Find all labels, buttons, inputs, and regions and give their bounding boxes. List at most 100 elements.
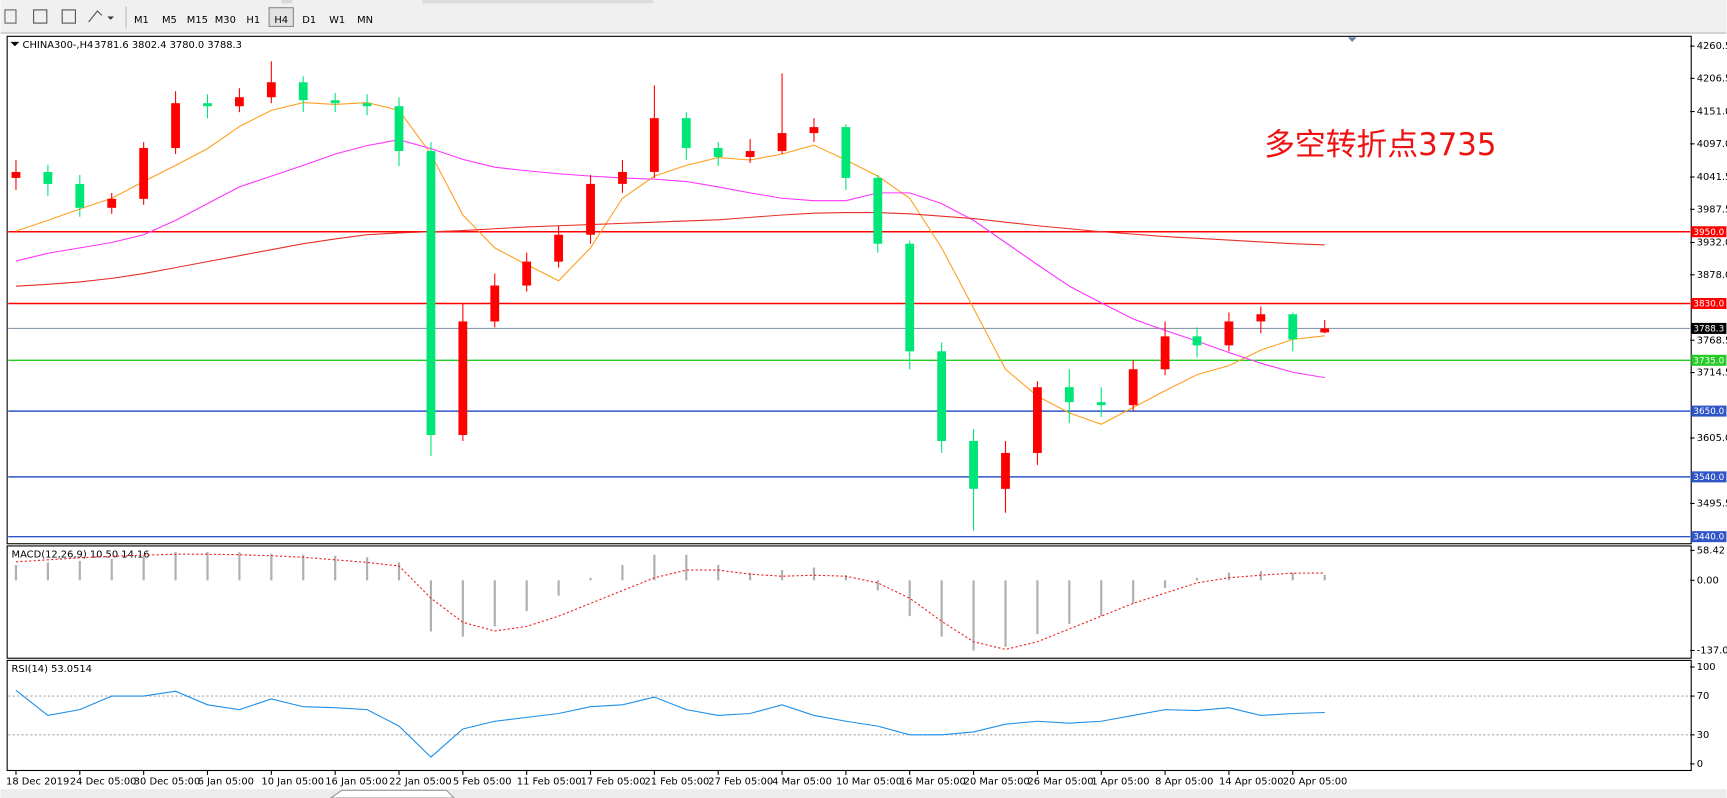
candle-body — [1256, 314, 1266, 322]
x-tick-label: 21 Feb 05:00 — [644, 776, 709, 787]
candle-body — [235, 97, 244, 107]
timeframe-button[interactable]: H1 — [246, 15, 260, 26]
x-tick-label: 30 Dec 05:00 — [134, 776, 201, 787]
level-label: 3830.0 — [1693, 300, 1724, 310]
shift-marker[interactable] — [1347, 37, 1357, 42]
timeframe-button[interactable]: M5 — [162, 15, 177, 26]
candle-body — [426, 151, 436, 436]
x-tick-label: 8 Apr 05:00 — [1155, 776, 1213, 787]
y-tick-label: 70 — [1697, 691, 1710, 702]
candle-body — [873, 177, 883, 244]
rsi-panel-frame — [6, 659, 1692, 772]
x-tick-label: 26 Mar 05:00 — [1028, 776, 1094, 787]
candle-body — [203, 103, 212, 107]
timeframe-button[interactable]: M1 — [134, 15, 149, 26]
dropdown-arrow[interactable] — [107, 16, 114, 20]
candle-body — [905, 243, 915, 352]
candle-body — [1320, 328, 1330, 333]
candle-body — [362, 103, 372, 107]
level-label-box — [1691, 297, 1727, 309]
macd-title: MACD(12,26,9) 10.50 14.16 — [12, 550, 150, 561]
timeframe-active — [268, 7, 294, 27]
label-tool-icon[interactable] — [61, 9, 76, 24]
y-tick-label: 4151.0 — [1697, 107, 1727, 118]
chart-tab[interactable] — [329, 789, 455, 798]
x-tick-label: 24 Dec 05:00 — [70, 776, 137, 787]
plot-layer: 4260.5 4206.5 4151.0 4097.0 4041.5 3987.5 3932… — [6, 41, 1727, 787]
level-label-box — [1691, 354, 1727, 366]
candle-body — [618, 171, 627, 184]
x-tick-label: 17 Feb 05:00 — [581, 776, 646, 787]
candle-body — [75, 183, 85, 208]
candle-body — [266, 82, 276, 98]
x-tick-label: 5 Feb 05:00 — [453, 776, 512, 787]
candle-body — [171, 103, 180, 149]
price-label: 3788.3 — [1693, 324, 1724, 334]
y-tick-label: 4260.5 — [1697, 41, 1727, 52]
text-tool-icon[interactable] — [33, 9, 48, 24]
level-label: 3735.0 — [1693, 356, 1724, 366]
y-tick-label: -137.09 — [1697, 646, 1727, 657]
candle-body — [11, 171, 21, 178]
x-tick-label: 6 Jan 05:00 — [198, 776, 254, 787]
candle-body — [139, 148, 149, 199]
y-tick-label: 3768.5 — [1697, 335, 1727, 346]
level-label-box — [1691, 226, 1727, 238]
candle-body — [107, 198, 117, 208]
tab-strip — [0, 789, 1727, 798]
timeframe-button[interactable]: M15 — [187, 15, 208, 26]
x-tick-label: 10 Mar 05:00 — [836, 776, 902, 787]
header-arrow[interactable] — [10, 41, 20, 47]
candle-body — [1160, 336, 1170, 370]
y-tick-label: 30 — [1697, 730, 1710, 741]
macd-signal — [15, 553, 1325, 650]
menu-icon[interactable] — [4, 9, 17, 24]
y-tick-label: 4206.5 — [1697, 73, 1727, 84]
macd-panel-frame — [6, 545, 1692, 659]
y-tick-label: 4041.5 — [1697, 172, 1727, 183]
chart-quote: 3781.6 3802.4 3780.0 3788.3 — [94, 40, 242, 51]
candle-body — [298, 82, 308, 101]
x-tick-label: 27 Feb 05:00 — [708, 776, 773, 787]
level-label-box — [1691, 405, 1727, 417]
price-label-box — [1691, 322, 1727, 334]
candle-body — [586, 183, 595, 235]
x-tick-label: 16 Mar 05:00 — [900, 776, 966, 787]
level-label: 3950.0 — [1693, 228, 1724, 238]
candle-body — [649, 118, 659, 172]
x-tick-label: 20 Mar 05:00 — [964, 776, 1030, 787]
x-tick-label: 1 Apr 05:00 — [1091, 776, 1149, 787]
timeframe-button[interactable]: D1 — [302, 15, 316, 26]
candle-body — [490, 285, 500, 322]
timeframe-button[interactable]: MN — [357, 15, 373, 26]
timeframe-button[interactable]: W1 — [329, 15, 345, 26]
y-tick-label: 3878.0 — [1697, 270, 1727, 281]
candle-body — [969, 440, 978, 489]
candle-body — [1064, 387, 1074, 403]
x-tick-label: 18 Dec 2019 — [6, 776, 69, 787]
timeframe-button[interactable]: M30 — [215, 15, 236, 26]
y-tick-label: 3714.5 — [1697, 368, 1727, 379]
candle-body — [777, 133, 787, 152]
toolbar-fragment — [281, 0, 293, 4]
candle-body — [841, 127, 851, 178]
y-tick-label: 3932.0 — [1697, 237, 1727, 248]
x-tick-label: 11 Feb 05:00 — [517, 776, 582, 787]
candle-body — [713, 148, 723, 158]
moving-average — [15, 139, 1325, 379]
y-tick-label: 100 — [1697, 662, 1716, 673]
toolbar-fragment — [422, 0, 654, 4]
moving-average — [15, 212, 1325, 287]
candle-body — [458, 321, 468, 436]
timeframe-button[interactable]: H4 — [274, 15, 288, 26]
level-label-box — [1691, 531, 1727, 543]
candle-body — [554, 234, 564, 262]
toolbar: M1 M5 M15 M30 H1 H4 D1 W1 MN — [0, 0, 1727, 34]
shapes-tool-icon[interactable] — [88, 10, 103, 23]
x-tick-label: 20 Apr 05:00 — [1283, 776, 1348, 787]
rsi-title: RSI(14) 53.0514 — [12, 664, 92, 675]
annotation: 多空转折点3735 — [1264, 127, 1496, 163]
y-tick-label: 0.00 — [1697, 575, 1719, 586]
